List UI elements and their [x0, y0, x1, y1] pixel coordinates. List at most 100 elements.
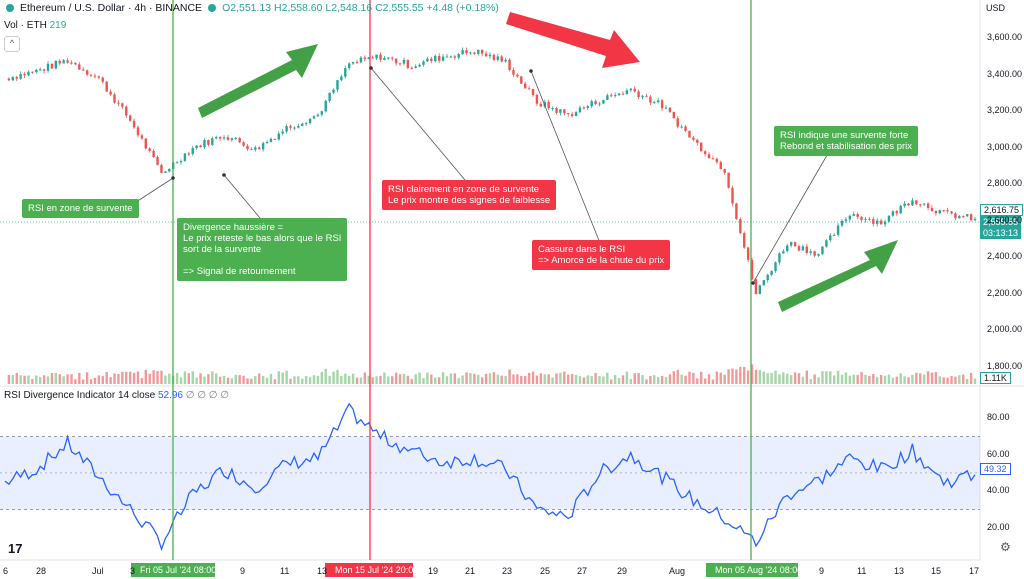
volume-bar — [649, 376, 652, 384]
annotation-survente-red[interactable]: RSI clairement en zone de survente Le pr… — [382, 180, 557, 210]
candle-body — [328, 92, 331, 101]
candle-body — [97, 76, 101, 78]
volume-bar — [140, 378, 144, 384]
annotation-divergence[interactable]: Divergence haussière = Le prix reteste l… — [177, 218, 348, 281]
candle-body — [406, 59, 410, 68]
candle-body — [739, 219, 742, 234]
volume-bar — [62, 376, 65, 384]
volume-bar — [922, 374, 926, 384]
candle-body — [825, 240, 828, 247]
annotation-cassure[interactable]: Cassure dans le RSI => Amorce de la chut… — [532, 240, 671, 270]
candle-body — [347, 63, 351, 69]
candle-body — [832, 234, 836, 236]
candle-body — [441, 56, 445, 61]
volume-bar — [516, 374, 519, 384]
volume-bar — [234, 374, 237, 384]
candle-body — [109, 91, 112, 95]
x-selected-bg — [706, 563, 798, 577]
candle-body — [731, 187, 734, 204]
candle-body — [899, 205, 902, 214]
volume-bar — [625, 371, 629, 384]
candle-body — [242, 142, 245, 146]
candle-body — [11, 76, 15, 81]
candle-body — [938, 210, 941, 214]
volume-bar — [226, 377, 230, 384]
volume-bar — [825, 371, 828, 384]
candle-body — [922, 203, 926, 205]
candle-body — [31, 71, 34, 73]
volume-bar — [85, 372, 89, 384]
volume-bar — [723, 374, 726, 384]
candle-body — [934, 210, 938, 214]
annotation-forte[interactable]: RSI indique une survente forte Rebond et… — [774, 126, 919, 156]
candle-body — [684, 126, 687, 131]
volume-bar — [328, 375, 331, 384]
time-tick-label: 25 — [540, 566, 551, 576]
volume-bar — [840, 374, 844, 384]
volume-bar — [480, 377, 484, 384]
candle-body — [606, 95, 609, 101]
candle-body — [66, 60, 69, 63]
candle-body — [692, 137, 695, 140]
candle-body — [140, 135, 144, 139]
volume-bar — [82, 379, 85, 384]
volume-bar — [121, 371, 124, 384]
volume-bar — [66, 374, 69, 384]
candle-body — [786, 245, 789, 252]
candle-body — [707, 154, 711, 159]
candle-body — [246, 145, 249, 150]
currency-label[interactable]: USD — [986, 3, 1006, 13]
ohlc-values: O2,551.13 H2,558.60 L2,548.16 C2,555.55 … — [222, 2, 499, 14]
volume-bar — [856, 374, 859, 384]
volume-bar — [125, 371, 128, 384]
volume-bar — [817, 377, 820, 384]
candle-body — [793, 242, 797, 247]
symbol-title[interactable]: Ethereum / U.S. Dollar · 4h · BINANCE — [20, 2, 203, 14]
candle-body — [919, 204, 922, 206]
volume-bar — [727, 369, 730, 384]
volume-bar — [222, 375, 226, 384]
candle-body — [152, 150, 155, 157]
settings-gear-icon[interactable]: ⚙ — [1000, 540, 1011, 554]
collapse-icon[interactable]: ^ — [4, 36, 20, 52]
candle-body — [383, 57, 386, 60]
candle-body — [543, 101, 546, 107]
volume-bar — [688, 371, 691, 384]
volume-bar — [355, 377, 359, 384]
volume-bar — [437, 377, 441, 384]
candle-body — [164, 171, 167, 173]
connector-dot — [222, 173, 226, 177]
volume-bar — [347, 375, 351, 384]
price-tick-label: 2,200.00 — [987, 287, 1023, 298]
volume-bar — [692, 372, 695, 384]
candle-body — [907, 203, 910, 206]
candle-body — [277, 133, 280, 140]
volume-bar — [301, 378, 304, 384]
volume-bar — [926, 371, 930, 384]
volume-bar — [218, 376, 222, 384]
volume-bar — [297, 376, 300, 384]
time-tick-label: 11 — [857, 566, 867, 576]
price-tick-label: 3,200.00 — [987, 105, 1023, 116]
volume-bar — [19, 375, 22, 384]
volume-bar — [160, 370, 163, 384]
volume-bar — [304, 376, 308, 384]
candle-body — [676, 118, 679, 127]
candle-body — [555, 108, 558, 113]
x-selected-bg — [325, 563, 413, 577]
time-tick-label: 29 — [617, 566, 628, 576]
candle-body — [344, 68, 347, 77]
candle-body — [304, 123, 308, 125]
volume-bar — [543, 374, 546, 384]
annotation-survente[interactable]: RSI en zone de survente — [22, 199, 139, 218]
candle-body — [567, 113, 570, 115]
volume-bar — [676, 369, 679, 384]
volume-bar — [363, 372, 367, 384]
volume-bar — [168, 373, 171, 384]
volume-bar — [739, 366, 742, 384]
rsi-tick-label: 40.00 — [987, 485, 1010, 496]
candle-body — [336, 80, 339, 90]
candle-body — [727, 172, 730, 188]
volume-bar — [707, 374, 711, 384]
